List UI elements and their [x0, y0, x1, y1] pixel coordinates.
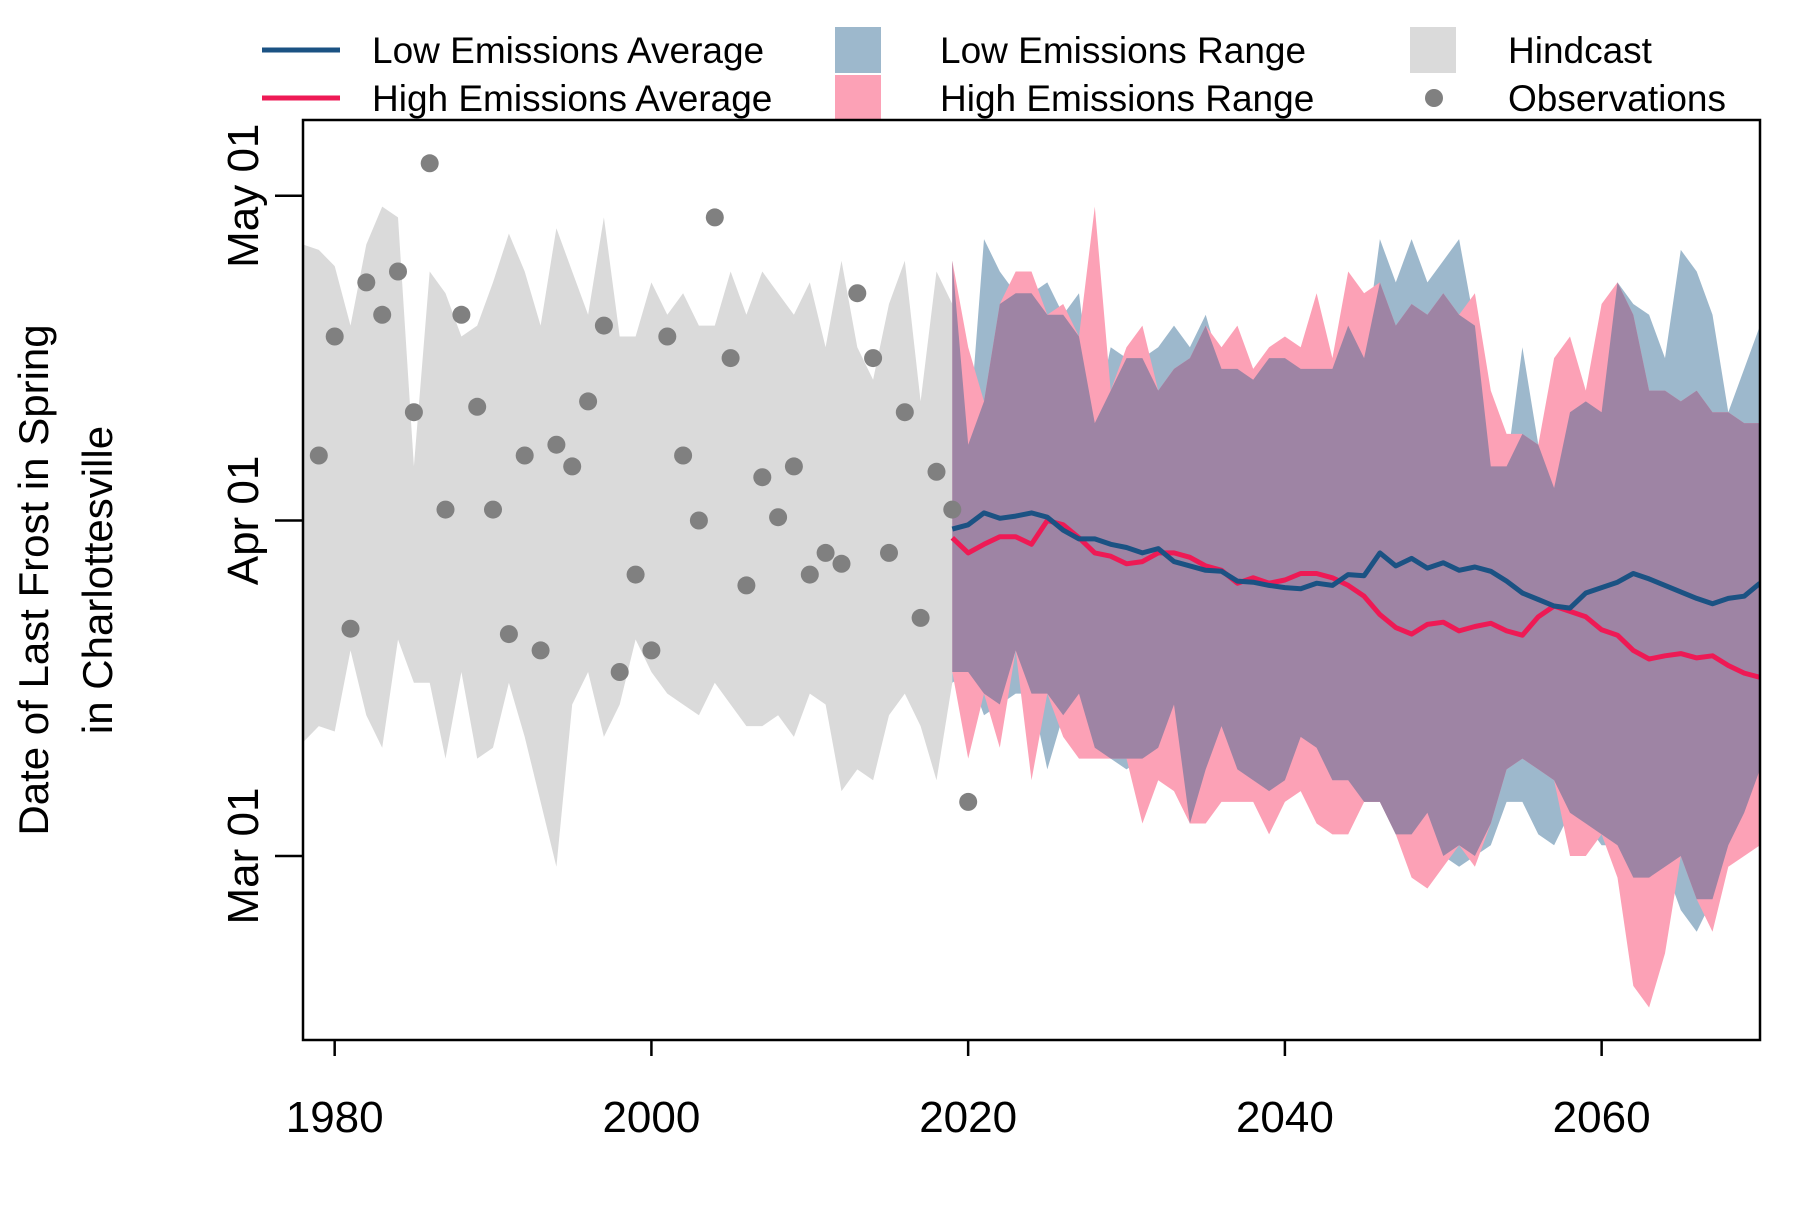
observation-point [468, 397, 487, 416]
legend-swatch [835, 75, 881, 121]
legend-label: Observations [1508, 78, 1726, 119]
observation-point [895, 403, 914, 422]
observation-point [325, 327, 344, 346]
observation-point [689, 511, 708, 530]
hindcast-band [303, 206, 953, 867]
observation-point [737, 576, 756, 595]
observation-point [309, 446, 328, 465]
legend-observations: Observations [1425, 78, 1726, 119]
legend-swatch [1410, 27, 1456, 73]
y-axis-title: Date of Last Frost in Spring in Charlotte… [10, 324, 121, 835]
observation-point [769, 508, 788, 527]
legend-label: High Emissions Average [372, 78, 772, 119]
legend-swatch [835, 27, 881, 73]
observation-point [800, 565, 819, 584]
y-axis: Mar 01 Apr 01 May 01 [219, 124, 303, 925]
observation-point [753, 468, 772, 487]
observation-point [373, 305, 392, 324]
x-tick-label: 2020 [919, 1093, 1017, 1142]
average-lines-layer [950, 510, 1760, 680]
x-tick-label: 2040 [1236, 1093, 1334, 1142]
observation-point [816, 543, 835, 562]
observation-point [927, 462, 946, 481]
x-tick-label: 2060 [1553, 1093, 1651, 1142]
observation-point [357, 273, 376, 292]
observation-point [563, 457, 582, 476]
y-tick-label: Apr 01 [219, 456, 268, 586]
observation-point [658, 327, 677, 346]
observation-point [880, 543, 898, 562]
observation-point [531, 641, 550, 660]
observation-point [404, 403, 423, 422]
overlap-layer [952, 260, 1760, 900]
plot-frame [301, 118, 1762, 1042]
legend-label: Low Emissions Average [372, 30, 764, 71]
legend-label: Hindcast [1508, 30, 1653, 71]
legend-high-range: High Emissions Range [835, 75, 1314, 121]
legend-swatch [1425, 89, 1443, 107]
legend-low-average: Low Emissions Average [262, 30, 764, 71]
observation-point [721, 349, 740, 368]
observations-layer [309, 154, 978, 811]
legend: Low Emissions Average High Emissions Aver… [262, 27, 1726, 121]
legend-label: High Emissions Range [940, 78, 1314, 119]
y-tick-label: Mar 01 [219, 788, 268, 925]
observation-point [864, 349, 883, 368]
observation-point [848, 284, 867, 303]
observation-point [515, 446, 534, 465]
observation-point [420, 154, 439, 173]
y-axis-title-line: Date of Last Frost in Spring [10, 324, 57, 835]
x-tick-label: 2000 [602, 1093, 700, 1142]
observation-point [547, 435, 566, 454]
observation-point [499, 625, 518, 644]
legend-hindcast: Hindcast [1410, 27, 1653, 73]
legend-low-range: Low Emissions Range [835, 27, 1306, 73]
observation-point [626, 565, 645, 584]
observation-point [674, 446, 693, 465]
observation-point [705, 208, 724, 227]
y-tick-label: May 01 [219, 124, 268, 268]
observation-point [784, 457, 803, 476]
legend-label: Low Emissions Range [940, 30, 1306, 71]
x-tick-label: 1980 [286, 1093, 384, 1142]
observation-point [484, 500, 502, 519]
observation-point [911, 608, 930, 627]
observation-point [959, 792, 978, 811]
observation-point [436, 500, 455, 519]
observation-point [341, 619, 360, 638]
observation-point [389, 262, 407, 281]
observation-point [452, 305, 471, 324]
range-overlap-band [952, 260, 1760, 900]
observation-point [610, 663, 629, 681]
high-emissions-average-line [950, 518, 1760, 680]
y-axis-title-line: in Charlottesville [74, 426, 121, 734]
legend-high-average: High Emissions Average [262, 78, 772, 119]
x-axis: 1980 2000 2020 2040 2060 [286, 1040, 1651, 1142]
observation-point [594, 316, 613, 335]
observation-point [579, 392, 598, 411]
observation-point [832, 554, 851, 573]
low-emissions-average-line [951, 510, 1760, 611]
plot-area [303, 154, 1760, 1008]
hindcast-layer [303, 206, 953, 867]
observation-point [642, 641, 661, 660]
observation-point [943, 500, 962, 519]
